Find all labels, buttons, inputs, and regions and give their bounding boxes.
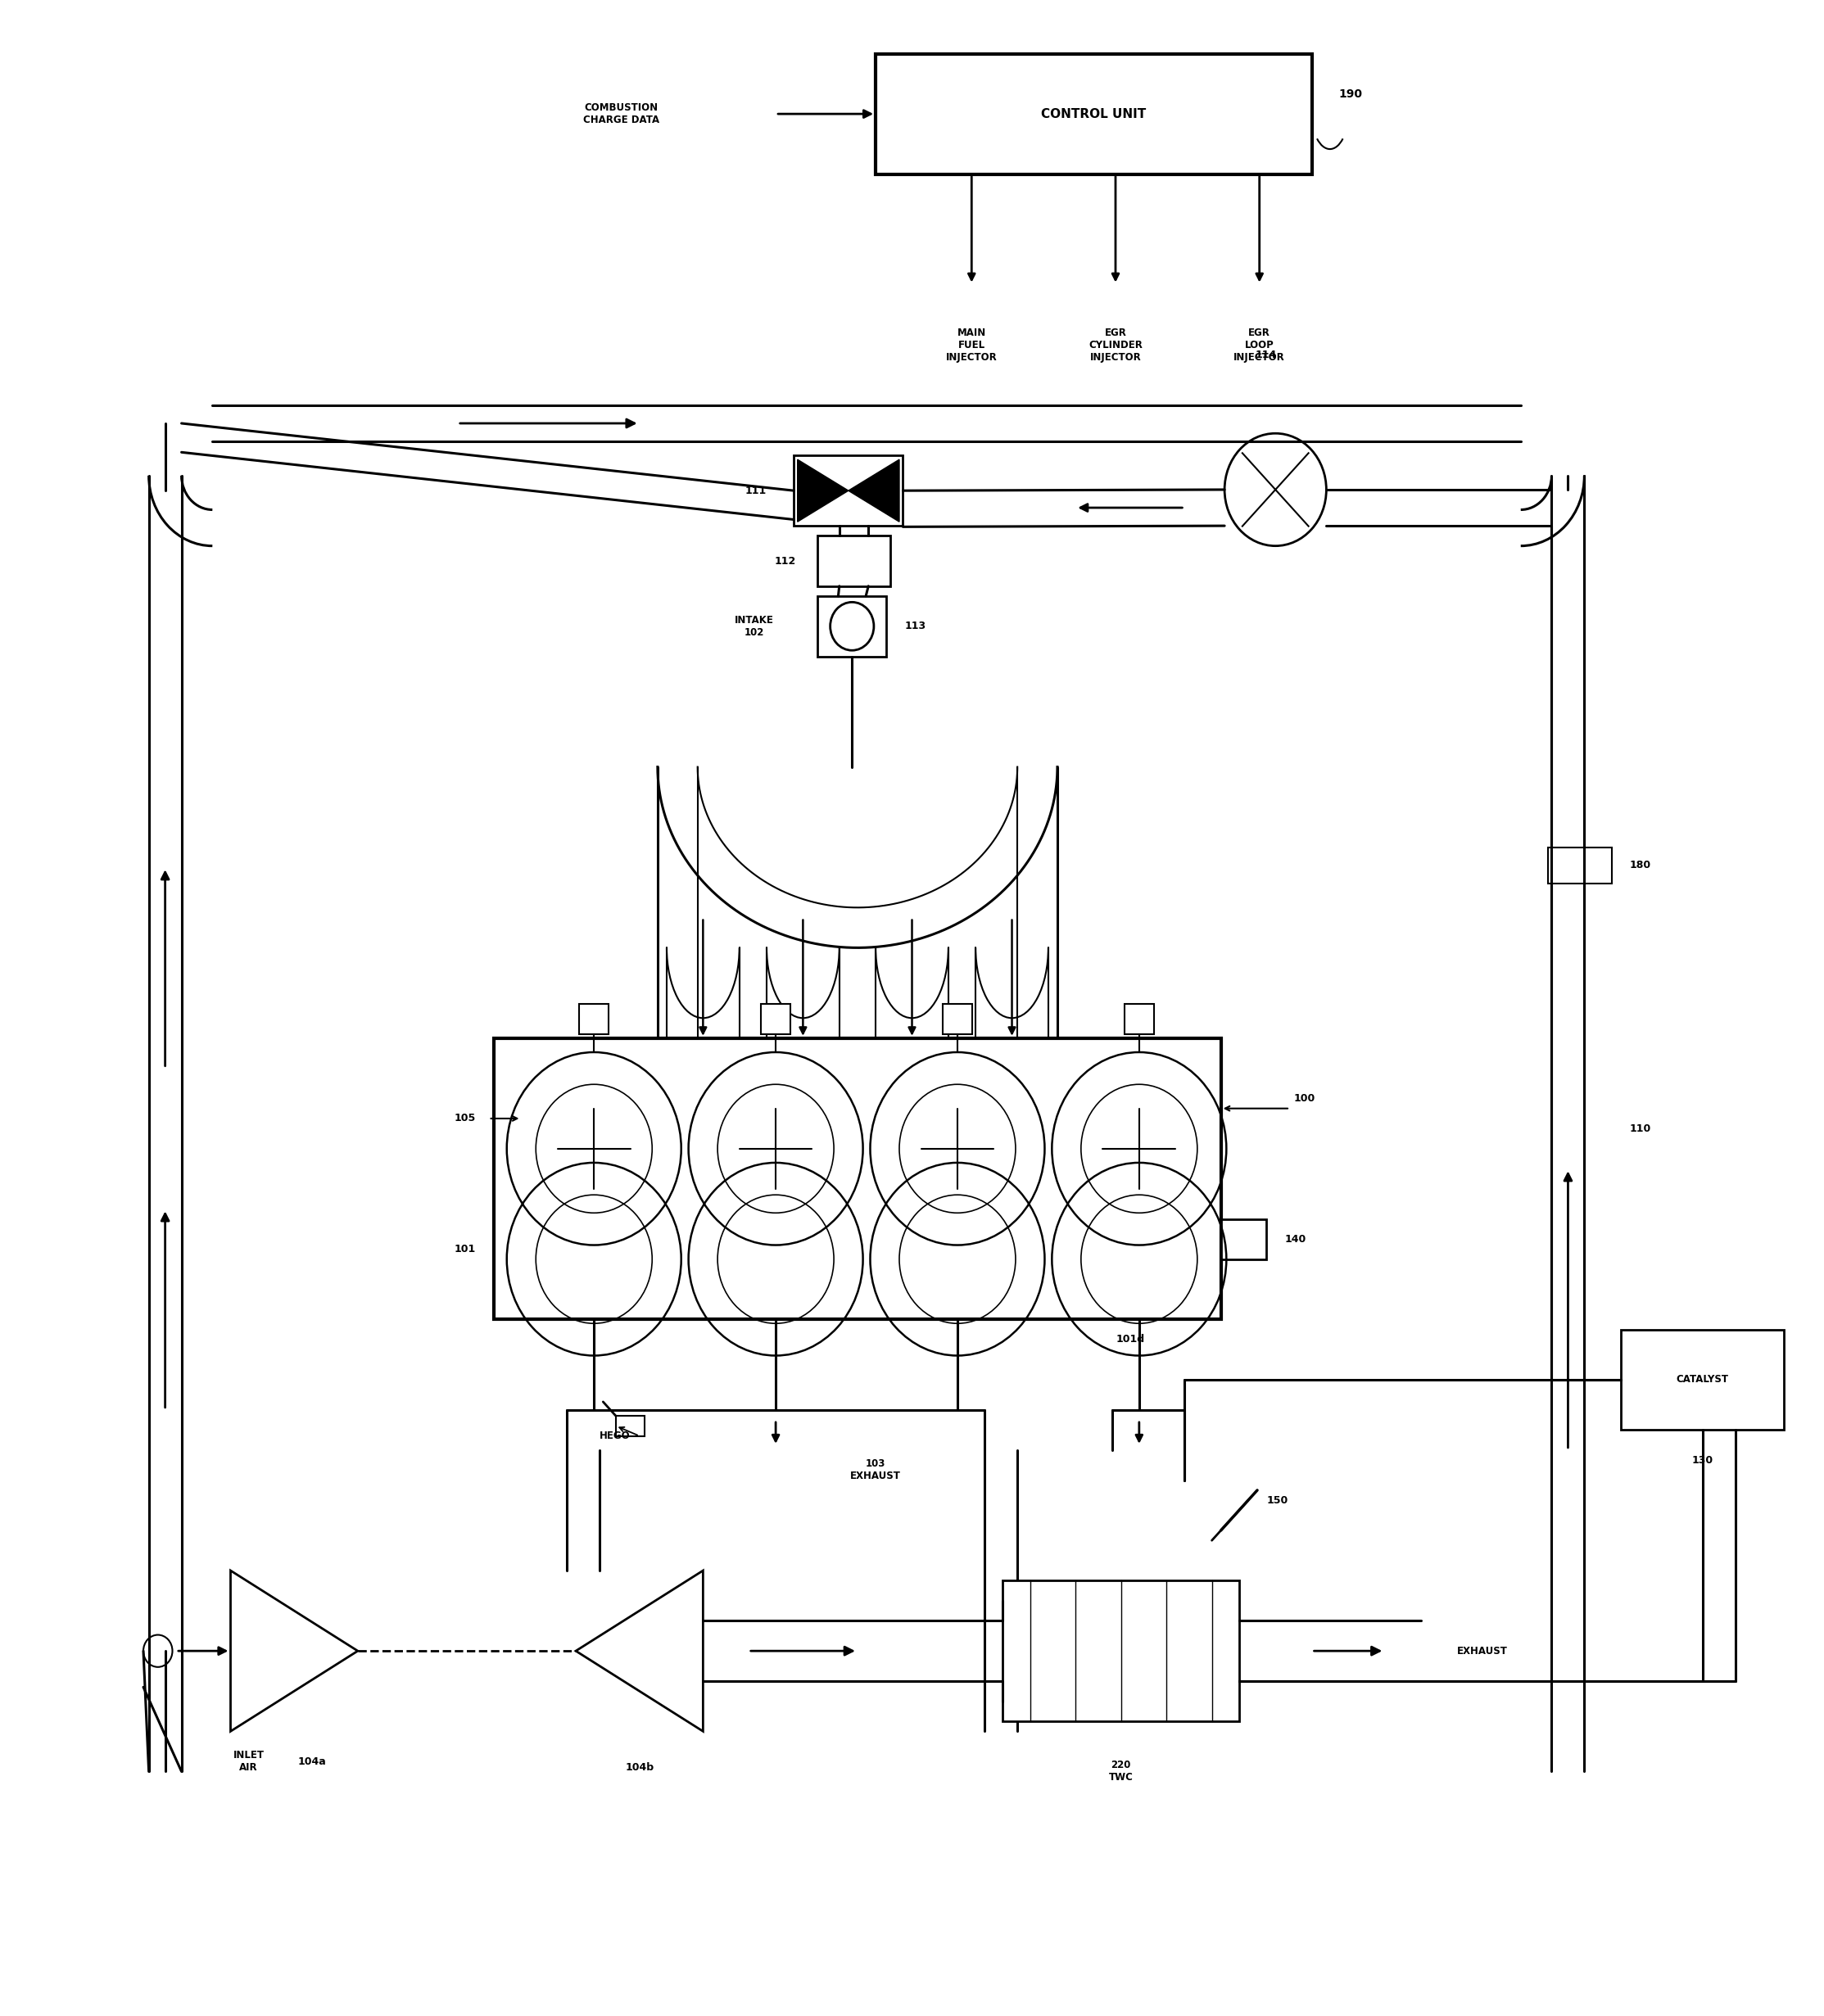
Polygon shape: [848, 460, 899, 522]
Text: INLET
AIR: INLET AIR: [233, 1750, 264, 1772]
Bar: [1125, 1004, 1155, 1034]
Text: 104b: 104b: [626, 1762, 653, 1772]
Text: 104a: 104a: [297, 1756, 326, 1766]
Text: EGR
LOOP
INJECTOR: EGR LOOP INJECTOR: [1233, 327, 1286, 363]
Text: 101d: 101d: [1116, 1335, 1144, 1345]
Text: 112: 112: [773, 556, 795, 566]
Bar: [494, 1038, 1220, 1318]
Bar: [1220, 1220, 1266, 1260]
Text: 100: 100: [1293, 1093, 1315, 1103]
Bar: [1003, 1581, 1238, 1722]
Text: MAIN
FUEL
INJECTOR: MAIN FUEL INJECTOR: [947, 327, 998, 363]
Text: 140: 140: [1284, 1234, 1306, 1244]
Text: COMBUSTION
CHARGE DATA: COMBUSTION CHARGE DATA: [584, 103, 660, 125]
Bar: [1622, 1329, 1784, 1429]
Text: 105: 105: [454, 1113, 476, 1123]
Text: CONTROL UNIT: CONTROL UNIT: [1042, 107, 1145, 121]
Text: 150: 150: [1266, 1496, 1288, 1506]
Text: 111: 111: [746, 486, 766, 496]
Bar: [876, 54, 1311, 173]
Text: INTAKE
102: INTAKE 102: [735, 615, 773, 637]
Bar: [817, 597, 886, 657]
Text: 114: 114: [1255, 349, 1277, 361]
Bar: [617, 1415, 646, 1435]
Text: HEGO: HEGO: [600, 1431, 631, 1441]
Bar: [793, 456, 903, 526]
Text: 113: 113: [905, 621, 927, 631]
Text: 190: 190: [1339, 89, 1363, 99]
Text: 103
EXHAUST: 103 EXHAUST: [850, 1460, 901, 1482]
Text: 220
TWC: 220 TWC: [1109, 1760, 1133, 1782]
Bar: [761, 1004, 790, 1034]
Text: 110: 110: [1631, 1123, 1651, 1133]
Text: EGR
CYLINDER
INJECTOR: EGR CYLINDER INJECTOR: [1089, 327, 1142, 363]
Bar: [580, 1004, 609, 1034]
Polygon shape: [797, 460, 848, 522]
Text: CATALYST: CATALYST: [1676, 1375, 1729, 1385]
Bar: [1549, 847, 1612, 883]
Text: 101: 101: [454, 1244, 476, 1254]
Text: 130: 130: [1693, 1456, 1713, 1466]
Bar: [817, 536, 890, 587]
Text: 180: 180: [1631, 861, 1651, 871]
Text: EXHAUST: EXHAUST: [1457, 1645, 1508, 1657]
Bar: [943, 1004, 972, 1034]
